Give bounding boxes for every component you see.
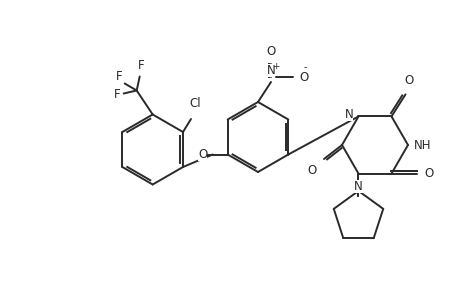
Text: N: N [266,64,275,77]
Text: O: O [298,70,308,83]
Text: F: F [113,88,120,101]
Text: F: F [137,59,144,72]
Text: F: F [115,70,122,83]
Text: N: N [353,180,362,193]
Text: N: N [344,108,353,121]
Text: O: O [424,167,433,180]
Text: O: O [404,74,413,87]
Text: O: O [266,45,275,58]
Text: -: - [302,62,306,72]
Text: Cl: Cl [189,97,201,110]
Text: O: O [198,148,207,161]
Text: +: + [272,62,279,71]
Text: O: O [307,164,316,177]
Text: NH: NH [413,139,431,152]
